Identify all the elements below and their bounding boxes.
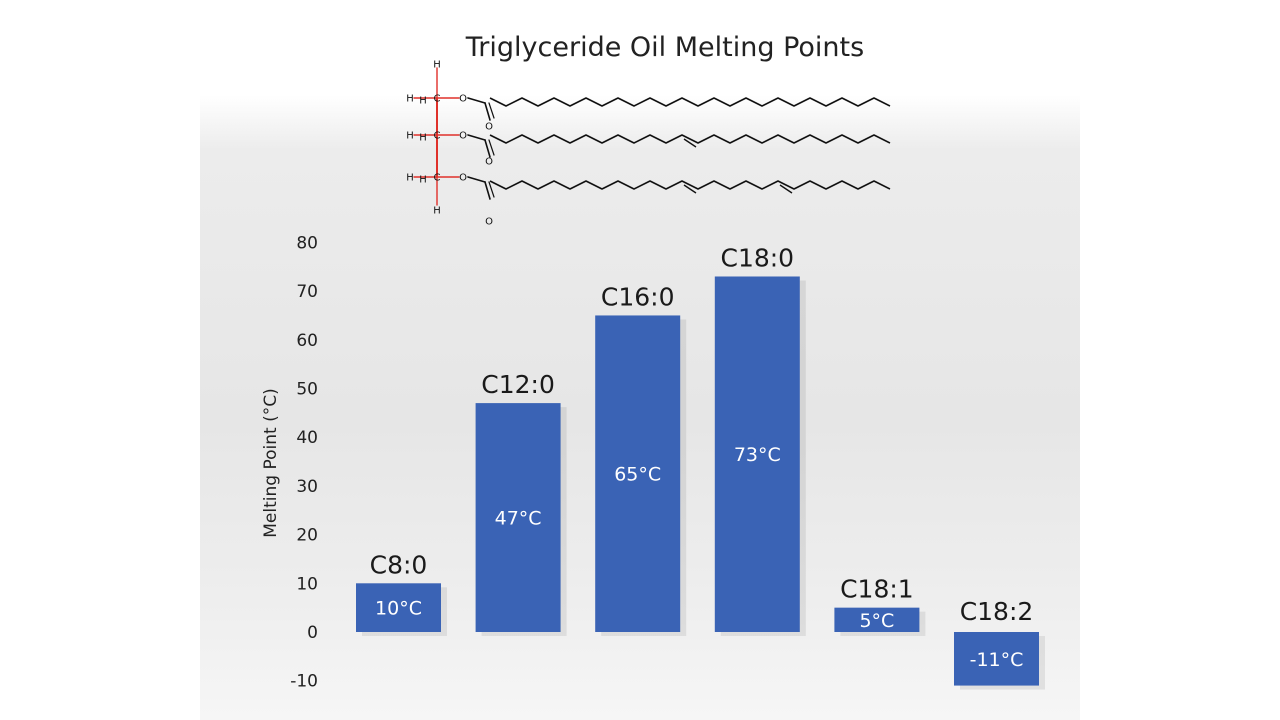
double-bond xyxy=(779,184,793,194)
value-label: 65°C xyxy=(614,464,661,486)
atom-label: O xyxy=(485,157,493,168)
atom-label: C xyxy=(434,94,441,105)
bond xyxy=(484,181,491,200)
bar-chart: Triglyceride Oil Melting Points H C OH C OH C… xyxy=(261,32,1045,692)
y-tick-label: 10 xyxy=(296,574,318,594)
bar xyxy=(595,315,681,632)
bond xyxy=(467,176,486,183)
category-label: C18:0 xyxy=(720,243,794,272)
fatty-acid-chain xyxy=(489,134,891,144)
bar xyxy=(954,632,1039,686)
bond xyxy=(484,139,491,158)
double-bond xyxy=(683,184,697,194)
y-axis-label: Melting Point (°C) xyxy=(261,388,281,537)
atom-label: H xyxy=(419,175,427,186)
y-tick-label: 40 xyxy=(296,428,318,448)
y-tick-label: 60 xyxy=(296,331,318,351)
bar xyxy=(475,403,561,632)
y-tick-label: 20 xyxy=(296,526,318,546)
atom-label: O xyxy=(485,217,493,228)
bond xyxy=(484,102,491,121)
fatty-acid-chain xyxy=(489,180,891,190)
category-label: C8:0 xyxy=(370,550,428,579)
bar xyxy=(356,583,441,632)
value-label: -11°C xyxy=(970,649,1024,671)
bars: C8:0 10°C C12:0 47°C C16:0 65°C C18:0 73°C C18:1… xyxy=(356,243,1045,690)
double-bond xyxy=(683,138,697,148)
atom-label: H xyxy=(419,133,427,144)
bond xyxy=(467,134,486,141)
value-label: 10°C xyxy=(375,598,422,620)
y-tick-label: 30 xyxy=(296,477,318,497)
atom-label: H xyxy=(406,173,414,184)
value-label: 5°C xyxy=(859,610,894,632)
category-label: C18:2 xyxy=(960,597,1034,626)
value-label: 47°C xyxy=(495,508,542,530)
atom-label: O xyxy=(459,94,467,105)
atom-label: O xyxy=(485,122,493,133)
category-label: C18:1 xyxy=(840,575,914,604)
atom-label: C xyxy=(434,173,441,184)
category-label: C16:0 xyxy=(601,282,675,311)
atom-label: H xyxy=(406,94,414,105)
atom-label: H xyxy=(433,206,441,217)
y-tick-label: 80 xyxy=(296,233,318,253)
y-axis-ticks: 80 70 60 50 40 30 20 10 0 -10 xyxy=(290,233,318,691)
bond xyxy=(488,139,495,156)
atom-label: H xyxy=(406,131,414,142)
y-tick-label: 50 xyxy=(296,380,318,400)
bond xyxy=(467,97,486,104)
atom-label: H xyxy=(433,60,441,71)
y-tick-label: 0 xyxy=(307,623,318,643)
bar xyxy=(834,607,920,632)
category-label: C12:0 xyxy=(481,370,555,399)
bond xyxy=(488,181,495,198)
y-tick-label: -10 xyxy=(290,672,318,692)
chart-title: Triglyceride Oil Melting Points xyxy=(465,32,864,63)
atom-label: H xyxy=(419,96,427,107)
atom-label: O xyxy=(459,131,467,142)
bar xyxy=(714,276,800,632)
y-tick-label: 70 xyxy=(296,282,318,302)
value-label: 73°C xyxy=(734,444,781,466)
atom-label: C xyxy=(434,131,441,142)
fatty-acid-chain xyxy=(489,97,891,107)
atom-label: O xyxy=(459,173,467,184)
bond xyxy=(488,102,495,119)
